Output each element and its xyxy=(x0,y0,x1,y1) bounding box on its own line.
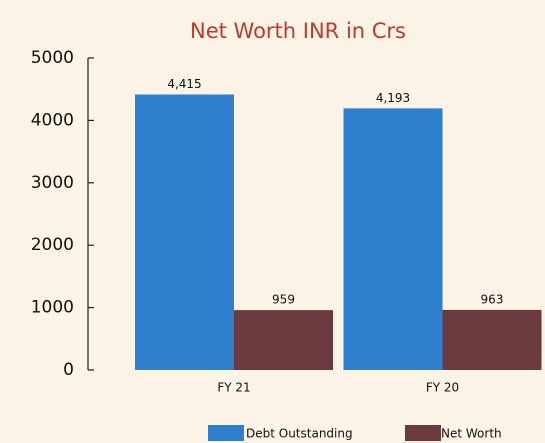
y-tick-label: 2000 xyxy=(31,235,74,255)
legend-swatch xyxy=(405,425,441,441)
bar xyxy=(234,310,333,370)
value-label: 963 xyxy=(481,292,504,306)
y-tick-label: 0 xyxy=(63,360,74,380)
value-label: 959 xyxy=(272,293,295,307)
y-tick-label: 4000 xyxy=(31,110,74,130)
legend-label: Net Worth xyxy=(441,427,502,441)
bar xyxy=(442,309,542,370)
y-tick-label: 3000 xyxy=(31,173,74,193)
bar xyxy=(343,108,443,370)
y-tick-label: 1000 xyxy=(31,298,74,318)
legend-label: Debt Outstanding xyxy=(246,427,353,441)
chart-title: Net Worth INR in Crs xyxy=(190,19,406,43)
x-tick-label: FY 21 xyxy=(217,381,250,395)
y-tick-label: 5000 xyxy=(31,48,74,68)
value-label: 4,415 xyxy=(167,77,201,91)
bar xyxy=(135,94,234,370)
x-tick-label: FY 20 xyxy=(426,381,459,395)
legend-swatch xyxy=(208,425,244,441)
value-label: 4,193 xyxy=(376,91,410,105)
